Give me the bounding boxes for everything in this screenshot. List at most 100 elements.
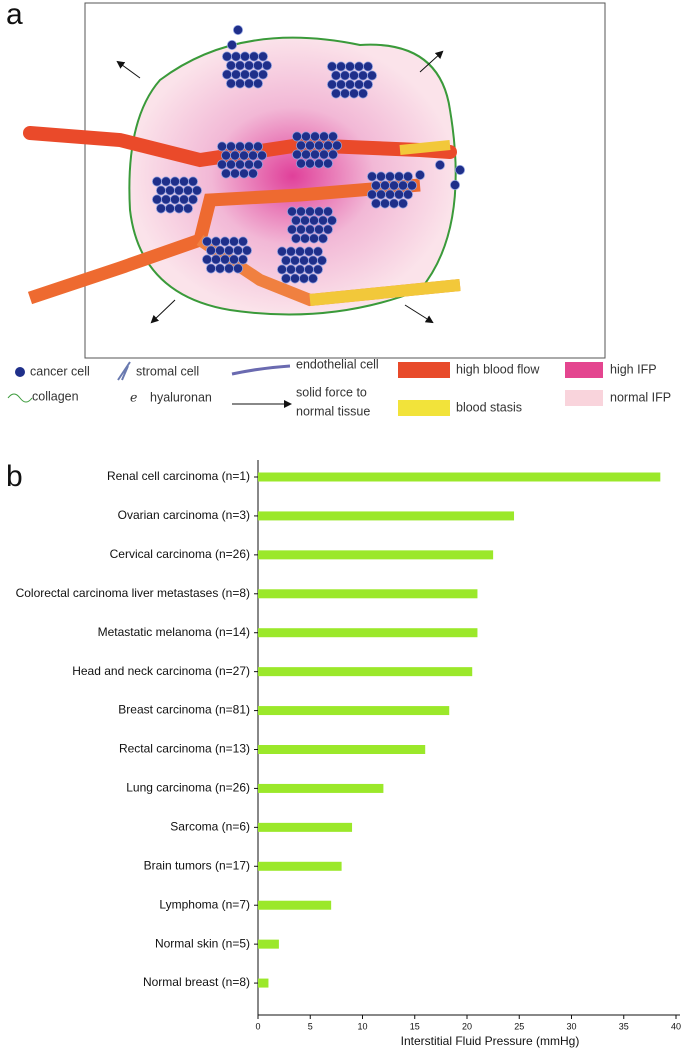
cancer-cell: [313, 140, 324, 151]
cancer-cell: [182, 203, 193, 214]
legend-swatch: [231, 364, 291, 376]
cancer-cell: [223, 263, 234, 274]
legend-swatch: [398, 400, 450, 416]
cancer-cell: [219, 254, 230, 265]
cancer-cell: [307, 273, 318, 284]
y-tick-label: Lymphoma (n=7): [159, 897, 250, 911]
vessel: [27, 178, 421, 305]
cancer-cell: [318, 149, 329, 160]
cancer-cell: [225, 141, 236, 152]
cancer-cell: [331, 140, 342, 151]
cancer-cell: [243, 78, 254, 89]
cancer-cell: [232, 245, 243, 256]
cancer-cell: [304, 206, 315, 217]
cancer-cell: [322, 224, 333, 235]
cancer-cell: [187, 176, 198, 187]
cancer-cell: [238, 150, 249, 161]
cancer-cell: [313, 158, 324, 169]
cancer-cell: [294, 264, 305, 275]
legend-label: normal IFP: [610, 390, 671, 404]
cancer-cell: [294, 246, 305, 257]
cancer-cell: [322, 140, 333, 151]
cancer-cell: [393, 171, 404, 182]
cancer-cell: [280, 255, 291, 266]
cancer-cell: [201, 236, 212, 247]
cancer-cell: [214, 263, 225, 274]
force-arrow: [150, 299, 176, 324]
cancer-cell: [280, 273, 291, 284]
cancer-cell: [307, 255, 318, 266]
cancer-cell: [219, 236, 230, 247]
cancer-cell: [234, 141, 245, 152]
cancer-cell: [335, 79, 346, 90]
legend-label: high IFP: [610, 362, 657, 376]
cancer-cell: [220, 168, 231, 179]
x-tick-label: 0: [255, 1021, 260, 1031]
bar: [258, 822, 353, 832]
x-tick-label: 30: [566, 1021, 576, 1031]
bar: [258, 978, 269, 988]
legend-label: solid force to: [296, 385, 367, 399]
cancer-cell: [348, 88, 359, 99]
cancer-cell: [303, 246, 314, 257]
cancer-cell: [164, 203, 175, 214]
cancer-cell: [318, 131, 329, 142]
cancer-cell: [243, 141, 254, 152]
cancer-cell: [216, 159, 227, 170]
legend-swatch: [398, 362, 450, 378]
cancer-cell: [252, 78, 263, 89]
y-tick-label: Head and neck carcinoma (n=27): [72, 664, 250, 678]
y-tick-label: Rectal carcinoma (n=13): [119, 742, 250, 756]
cancer-cell: [286, 224, 297, 235]
legend-swatch: ℯ: [130, 390, 138, 404]
cancer-cell: [366, 70, 377, 81]
legend-label: collagen: [32, 389, 79, 403]
cancer-cell: [214, 245, 225, 256]
cancer-cell: [290, 215, 301, 226]
cancer-cell: [357, 88, 368, 99]
cancer-cell: [182, 185, 193, 196]
cancer-cell: [256, 150, 267, 161]
cancer-cell: [290, 233, 301, 244]
cancer-cell: [228, 236, 239, 247]
cancer-cell: [173, 203, 184, 214]
cancer-cell: [247, 168, 258, 179]
cancer-cell: [243, 159, 254, 170]
bar: [258, 861, 342, 871]
cancer-cell: [379, 198, 390, 209]
cancer-cell: [303, 264, 314, 275]
cancer-cell: [169, 194, 180, 205]
cancer-cell: [298, 255, 309, 266]
cancer-cell: [454, 164, 465, 175]
cancer-cell: [221, 69, 232, 80]
cancer-cell: [312, 264, 323, 275]
cancer-cell: [205, 263, 216, 274]
y-tick-label: Lung carcinoma (n=26): [126, 781, 250, 795]
cancer-cell: [348, 70, 359, 81]
cancer-cell: [317, 215, 328, 226]
cancer-cell: [304, 224, 315, 235]
cancer-cell: [252, 141, 263, 152]
cancer-cell: [201, 254, 212, 265]
cancer-cell: [300, 131, 311, 142]
cancer-cell: [289, 255, 300, 266]
cancer-cell: [366, 171, 377, 182]
cancer-cell: [362, 61, 373, 72]
cancer-cell: [239, 69, 250, 80]
cancer-cell: [257, 69, 268, 80]
y-tick-label: Breast carcinoma (n=81): [118, 703, 250, 717]
cancer-cell: [247, 150, 258, 161]
cancer-cell: [229, 168, 240, 179]
cancer-cell: [151, 194, 162, 205]
cancer-cell: [393, 189, 404, 200]
cancer-cell: [388, 198, 399, 209]
bar: [258, 745, 426, 754]
legend-swatch: [117, 361, 131, 381]
force-arrow: [404, 304, 434, 324]
bar: [258, 511, 515, 521]
cancer-cell: [322, 206, 333, 217]
cancer-cell: [357, 70, 368, 81]
cancer-cell: [295, 224, 306, 235]
cancer-cell: [234, 60, 245, 71]
